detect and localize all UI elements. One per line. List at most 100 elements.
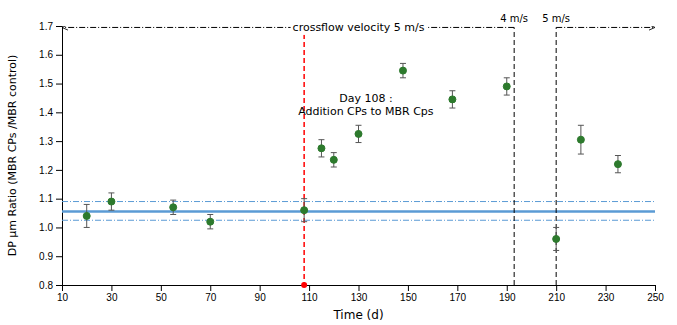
- point: [503, 83, 510, 90]
- x-tick-label: 190: [499, 292, 516, 303]
- error-bar-cap: [301, 198, 307, 199]
- error-bar-cap: [108, 192, 114, 193]
- error-bar: [84, 204, 90, 227]
- y-tick: 1.2: [39, 165, 62, 176]
- reference-vline: [303, 26, 305, 285]
- point: [330, 156, 337, 163]
- error-bar-cap: [170, 214, 176, 215]
- x-tick-mark: [359, 285, 360, 291]
- annotation-line: Addition CPs to MBR Cps: [298, 105, 434, 118]
- x-tick: 130: [351, 285, 368, 303]
- point: [318, 145, 325, 152]
- x-tick-label: 50: [156, 292, 168, 303]
- y-axis: 0.80.91.01.11.21.31.41.51.61.7: [39, 21, 62, 291]
- vline-markers: [301, 282, 307, 288]
- error-bar: [400, 63, 406, 77]
- x-tick: 50: [156, 285, 168, 303]
- x-tick-mark: [161, 285, 162, 291]
- crossflow-label-background: [291, 20, 427, 35]
- velocity-label: 4 m/s: [500, 13, 528, 24]
- error-bar-cap: [553, 250, 559, 251]
- texts: crossflow velocity 5 m/s4 m/s5 m/sDay 10…: [291, 13, 571, 118]
- point: [207, 218, 214, 225]
- point: [399, 67, 406, 74]
- x-tick-label: 130: [351, 292, 368, 303]
- point: [449, 96, 456, 103]
- x-tick-label: 90: [255, 292, 267, 303]
- points: [83, 67, 621, 242]
- marks: [62, 26, 655, 285]
- x-tick-mark: [309, 285, 310, 291]
- error-bar-cap: [331, 152, 337, 153]
- x-tick-label: 70: [205, 292, 217, 303]
- y-tick: 1.1: [39, 193, 62, 204]
- x-tick: 90: [255, 285, 267, 303]
- error-bar: [449, 91, 455, 108]
- x-tick: 70: [205, 285, 217, 303]
- crossflow-vline: [514, 27, 515, 285]
- error-bar: [504, 78, 510, 95]
- point: [108, 198, 115, 205]
- x-tick: 230: [598, 285, 615, 303]
- y-tick: 1.7: [39, 21, 62, 32]
- y-tick-mark: [56, 199, 62, 200]
- x-tick-mark: [606, 285, 607, 291]
- error-bar-cap: [318, 139, 324, 140]
- reference-hline: [62, 220, 655, 221]
- crossflow-label: crossflow velocity 5 m/s: [293, 21, 425, 34]
- vline-marker: [301, 282, 307, 288]
- error-bars: [84, 63, 621, 250]
- error-bar-cap: [504, 95, 510, 96]
- x-tick-mark: [507, 285, 508, 291]
- error-bar-cap: [207, 214, 213, 215]
- error-bar-cap: [578, 125, 584, 126]
- y-tick: 1.0: [39, 222, 62, 233]
- y-tick-mark: [56, 55, 62, 56]
- y-tick-label: 0.9: [39, 251, 53, 262]
- x-tick-label: 170: [449, 292, 466, 303]
- error-bar-cap: [84, 227, 90, 228]
- x-tick-label: 10: [57, 292, 69, 303]
- y-tick-label: 1.4: [39, 107, 53, 118]
- error-bar: [615, 156, 621, 173]
- error-bar-cap: [615, 172, 621, 173]
- plot: 10305070901101301501701902102302500.80.9…: [39, 13, 664, 303]
- y-tick-mark: [56, 227, 62, 228]
- point: [577, 136, 584, 143]
- error-bar-cap: [400, 77, 406, 78]
- y-tick-label: 1.0: [39, 222, 53, 233]
- error-bar: [318, 140, 324, 157]
- x-axis-line: [63, 286, 656, 292]
- chart: 10305070901101301501701902102302500.80.9…: [0, 0, 677, 325]
- x-tick-mark: [457, 285, 458, 291]
- error-bar-cap: [449, 108, 455, 109]
- x-tick: 150: [400, 285, 417, 303]
- error-bar: [578, 125, 584, 154]
- error-bar-cap: [301, 221, 307, 222]
- error-bar-cap: [449, 90, 455, 91]
- error-bar: [207, 214, 213, 228]
- crossflow-vline: [556, 27, 557, 285]
- y-tick-mark: [56, 285, 62, 286]
- error-bar: [356, 125, 362, 142]
- x-tick-label: 150: [400, 292, 417, 303]
- error-bar: [553, 227, 559, 250]
- point: [301, 207, 308, 214]
- y-tick-mark: [56, 112, 62, 113]
- error-bar-cap: [108, 210, 114, 211]
- y-tick: 1.5: [39, 78, 62, 89]
- point: [170, 204, 177, 211]
- error-bar-cap: [207, 228, 213, 229]
- x-tick-label: 250: [647, 292, 664, 303]
- error-bar: [108, 193, 114, 210]
- x-tick-mark: [260, 285, 261, 291]
- crossflow-arrow: [556, 27, 655, 28]
- y-tick-label: 0.8: [39, 280, 53, 291]
- point: [83, 212, 90, 219]
- x-tick-mark: [655, 285, 656, 291]
- y-tick-mark: [56, 141, 62, 142]
- y-tick: 0.8: [39, 280, 62, 291]
- error-bar-cap: [84, 204, 90, 205]
- y-tick: 1.4: [39, 107, 62, 118]
- point: [614, 161, 621, 168]
